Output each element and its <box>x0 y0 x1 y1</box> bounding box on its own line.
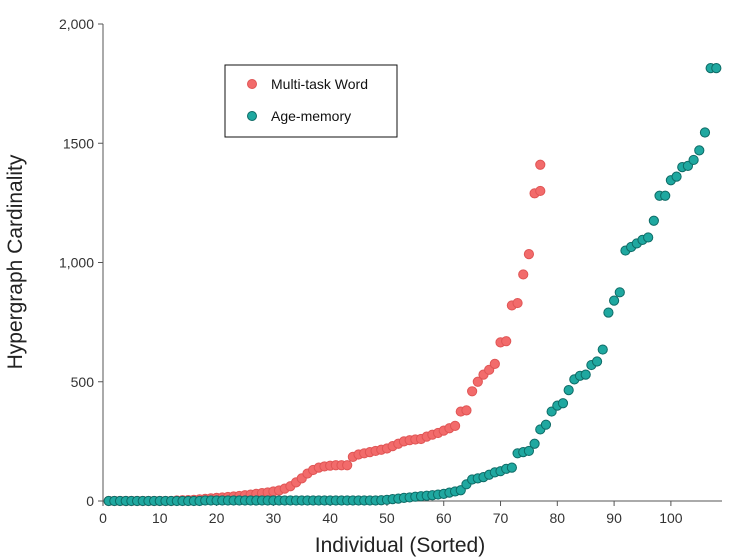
point-age-memory <box>523 445 535 457</box>
data-points <box>103 63 722 507</box>
point-age-memory <box>591 356 603 367</box>
point-age-memory <box>603 307 614 318</box>
point-age-memory <box>648 215 659 226</box>
point-multi-task-word <box>535 185 546 197</box>
point-age-memory <box>506 462 517 473</box>
x-tick-label: 90 <box>606 510 622 526</box>
point-multi-task-word <box>518 269 529 280</box>
point-multi-task-word <box>489 358 500 369</box>
point-age-memory <box>614 287 625 298</box>
point-age-memory <box>699 127 711 138</box>
x-tick-label: 30 <box>266 510 282 526</box>
y-tick-label: 0 <box>86 493 94 509</box>
point-age-memory <box>711 63 722 74</box>
point-age-memory <box>563 384 574 396</box>
legend-marker-age-memory <box>247 111 257 121</box>
point-multi-task-word <box>501 336 512 347</box>
y-tick-label: 1,000 <box>59 255 94 271</box>
y-tick-label: 500 <box>71 374 95 390</box>
point-multi-task-word <box>449 420 461 431</box>
point-multi-task-word <box>467 386 478 397</box>
point-multi-task-word <box>461 405 472 416</box>
x-tick-label: 60 <box>436 510 452 526</box>
legend-box <box>224 64 398 138</box>
legend-label-age-memory: Age-memory <box>271 108 351 124</box>
x-ticks: 0 10 20 30 40 50 60 70 80 90 100 <box>99 501 683 526</box>
x-tick-label: 40 <box>322 510 338 526</box>
x-tick-label: 80 <box>550 510 566 526</box>
x-tick-label: 100 <box>659 510 683 526</box>
y-ticks: 0 500 1,000 1500 2,000 <box>59 16 103 509</box>
y-tick-label: 2,000 <box>59 16 94 32</box>
point-multi-task-word <box>523 249 535 260</box>
x-tick-label: 70 <box>493 510 509 526</box>
point-age-memory <box>688 154 699 166</box>
point-age-memory <box>580 369 591 380</box>
x-tick-label: 50 <box>379 510 395 526</box>
point-age-memory <box>609 295 620 306</box>
point-age-memory <box>557 398 569 409</box>
point-age-memory <box>643 232 654 243</box>
x-tick-label: 0 <box>99 510 107 526</box>
point-age-memory <box>694 145 705 156</box>
point-multi-task-word <box>472 376 483 387</box>
point-multi-task-word <box>342 460 353 471</box>
point-age-memory <box>660 190 671 201</box>
legend-marker-multi-task-word <box>247 79 257 89</box>
legend: Multi-task Word Age-memory <box>224 64 398 138</box>
point-age-memory <box>540 419 552 430</box>
point-multi-task-word <box>535 159 546 170</box>
x-tick-label: 10 <box>152 510 168 526</box>
series-age-memory <box>103 63 722 507</box>
point-age-memory <box>529 438 540 449</box>
y-axis: 0 500 1,000 1500 2,000 <box>59 16 104 509</box>
series-multi-task-word <box>103 159 546 507</box>
x-axis-title: Individual (Sorted) <box>315 534 485 557</box>
y-axis-title: Hypergraph Cardinality <box>4 154 27 369</box>
point-age-memory <box>597 344 608 355</box>
y-tick-label: 1500 <box>63 135 94 151</box>
legend-label-multi-task-word: Multi-task Word <box>271 76 368 92</box>
x-tick-label: 20 <box>209 510 225 526</box>
point-multi-task-word <box>512 297 523 309</box>
point-age-memory <box>671 171 682 182</box>
